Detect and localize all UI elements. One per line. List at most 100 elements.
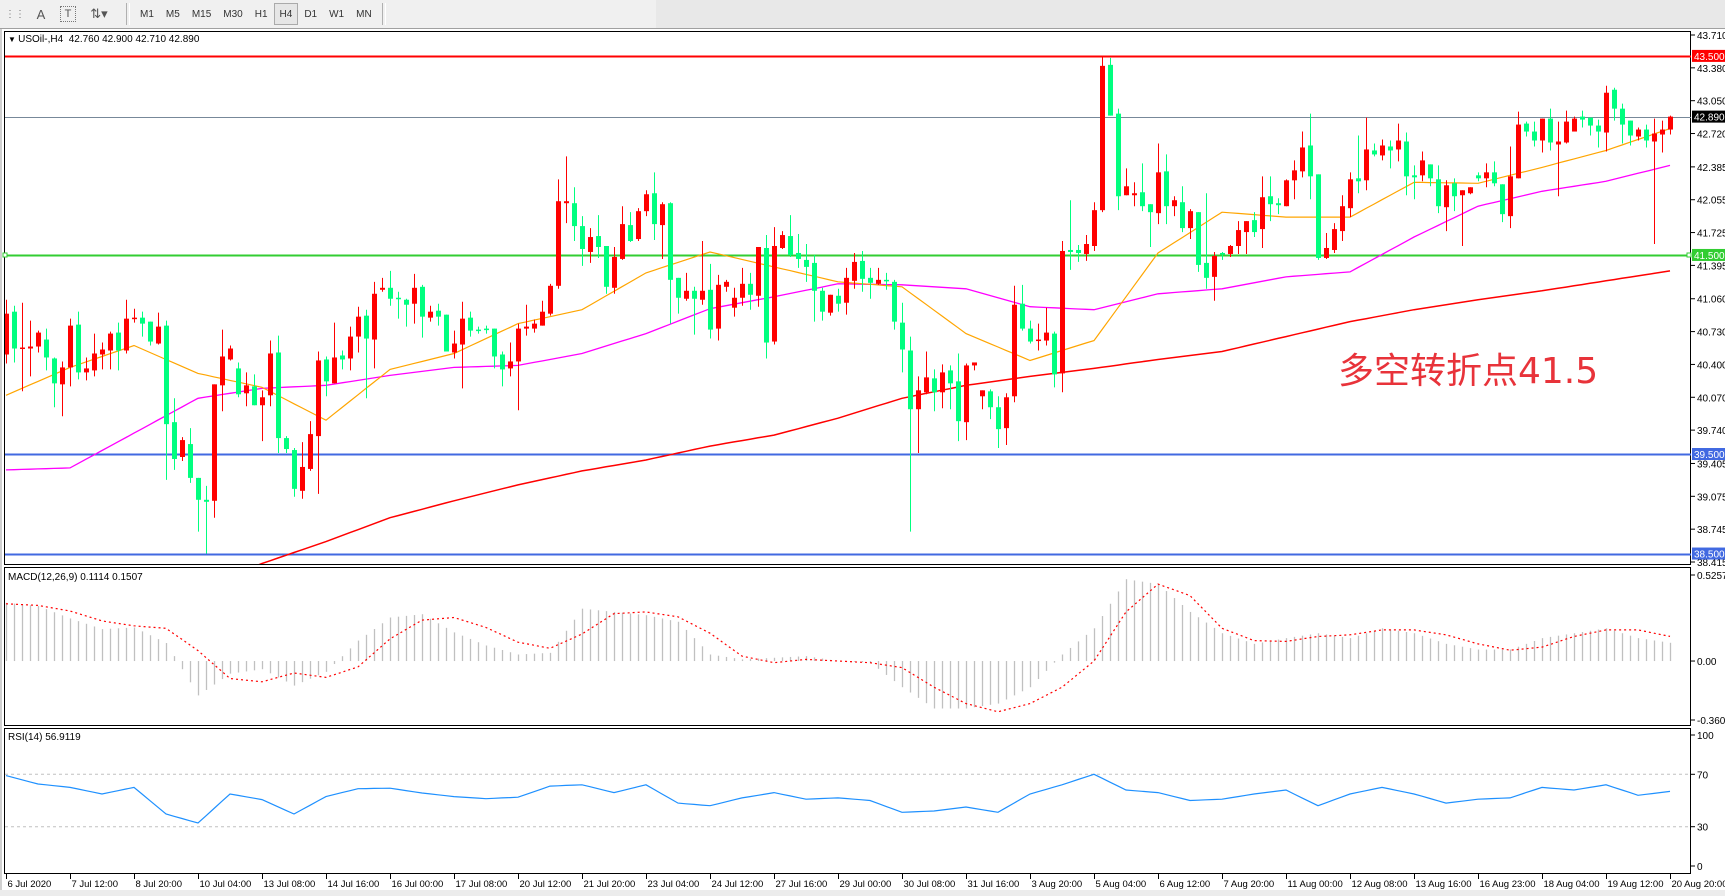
candle-body [1444,185,1449,208]
candle-body [44,339,49,358]
candle-body [1508,176,1513,217]
candle-body [1156,172,1161,214]
candle-body [684,290,689,299]
price-axis: 43.710 43.380 43.050 42.720 42.385 42.055 41.7… [2,31,1725,569]
candle-body [316,360,321,437]
price-tick-label: 39.075 [1697,492,1725,503]
candle-body [220,356,225,386]
text-icon[interactable]: A [36,6,46,22]
price-tick-label: 40.070 [1697,393,1725,404]
candle-body [244,385,249,394]
price-label-41.500: 41.500 [1694,251,1725,262]
macd-pane [4,567,1691,726]
candle-body [716,284,721,329]
price-tick-label: 40.730 [1697,328,1725,339]
price-tick-label: 42.385 [1697,163,1725,174]
candle-body [60,367,65,385]
timeframe-w1[interactable]: W1 [329,8,345,20]
candle-body [852,261,857,281]
macd-tick-label: 0.00 [1697,657,1717,668]
timeframe-d1[interactable]: D1 [304,8,318,20]
candle-body [468,317,473,331]
time-tick-label: 6 Jul 2020 [8,879,52,890]
candle-body [476,329,481,332]
timeframe-bar: M1 M5 M15 M30 H1 H4 D1 W1 MN [122,2,390,26]
candle-body [1420,160,1425,176]
candle-body [876,279,881,284]
candle-body [836,295,841,304]
candle-body [1460,190,1465,196]
collapse-triangle-icon[interactable]: ▼ [8,35,19,44]
candle-body [612,256,617,288]
candle-body [812,262,817,291]
candle-body [1396,140,1401,150]
macd-label: MACD(12,26,9) 0.1114 0.1507 [8,572,143,583]
candle-body [1052,333,1057,375]
candle-body [1076,249,1081,253]
arrows-dropdown-icon[interactable]: ⇅▾ [90,6,108,21]
time-tick-label: 16 Jul 00:00 [392,879,444,890]
candle-body [1476,175,1481,179]
candle-body [532,323,537,329]
candle-body [1548,118,1553,143]
toolbar-separator [381,3,386,25]
timeframe-m15[interactable]: M15 [191,8,212,20]
text-label-icon[interactable]: T [60,6,76,22]
timeframe-mn[interactable]: MN [356,8,372,20]
candle-body [1668,116,1673,130]
timeframe-m1[interactable]: M1 [140,8,154,20]
candle-body [1060,250,1065,374]
price-tick-label: 43.050 [1697,97,1725,108]
time-tick-label: 13 Aug 16:00 [1416,879,1472,890]
candle-body [68,325,73,368]
candle-body [1468,187,1473,194]
candle-body [844,277,849,303]
price-tick-label: 39.405 [1697,459,1725,470]
timeframe-h4[interactable]: H4 [273,3,299,25]
candle-body [516,328,521,362]
time-tick-label: 18 Aug 04:00 [1544,879,1600,890]
candle-body [828,294,833,313]
time-tick-label: 10 Jul 04:00 [200,879,252,890]
macd-plot [5,579,1672,713]
time-tick-label: 19 Aug 12:00 [1608,879,1664,890]
candle-body [916,390,921,410]
price-label-box [1692,110,1725,123]
candle-body [1524,123,1529,132]
candle-body [996,407,1001,430]
candle-body [252,386,257,406]
annotation-text: 多空转折点41.5 [1338,351,1599,392]
price-tick-label: 41.060 [1697,295,1725,306]
candle-body [1500,184,1505,215]
candle-body [1276,203,1281,206]
timeframe-m30[interactable]: M30 [223,8,243,20]
price-label-42.890: 42.890 [1694,113,1725,124]
candle-body [548,285,553,314]
candle-body [492,328,497,357]
candle-body [100,349,105,355]
status-strip [0,890,1725,896]
candle-body [588,237,593,252]
candle-body [1004,397,1009,429]
candle-body [748,283,753,295]
timeframe-m5[interactable]: M5 [165,8,180,20]
candle-body [708,289,713,330]
candle-body [180,440,185,457]
candle-body [564,201,569,204]
candle-body [1532,131,1537,141]
candle-body [668,203,673,280]
candle-body [508,361,513,369]
candle-body [132,317,137,320]
candle-body [420,286,425,317]
candle-body [1244,221,1249,233]
ma-fast-line [5,128,1671,421]
price-tick-label: 43.710 [1697,31,1725,42]
candle-body [236,368,241,395]
candle-body [20,347,25,350]
time-tick-label: 27 Jul 16:00 [776,879,828,890]
time-tick-label: 8 Jul 20:00 [136,879,182,890]
candle-body [988,391,993,408]
properties-grid-icon[interactable]: ⋮⋮ [5,8,25,20]
timeframe-h1[interactable]: H1 [254,8,268,20]
